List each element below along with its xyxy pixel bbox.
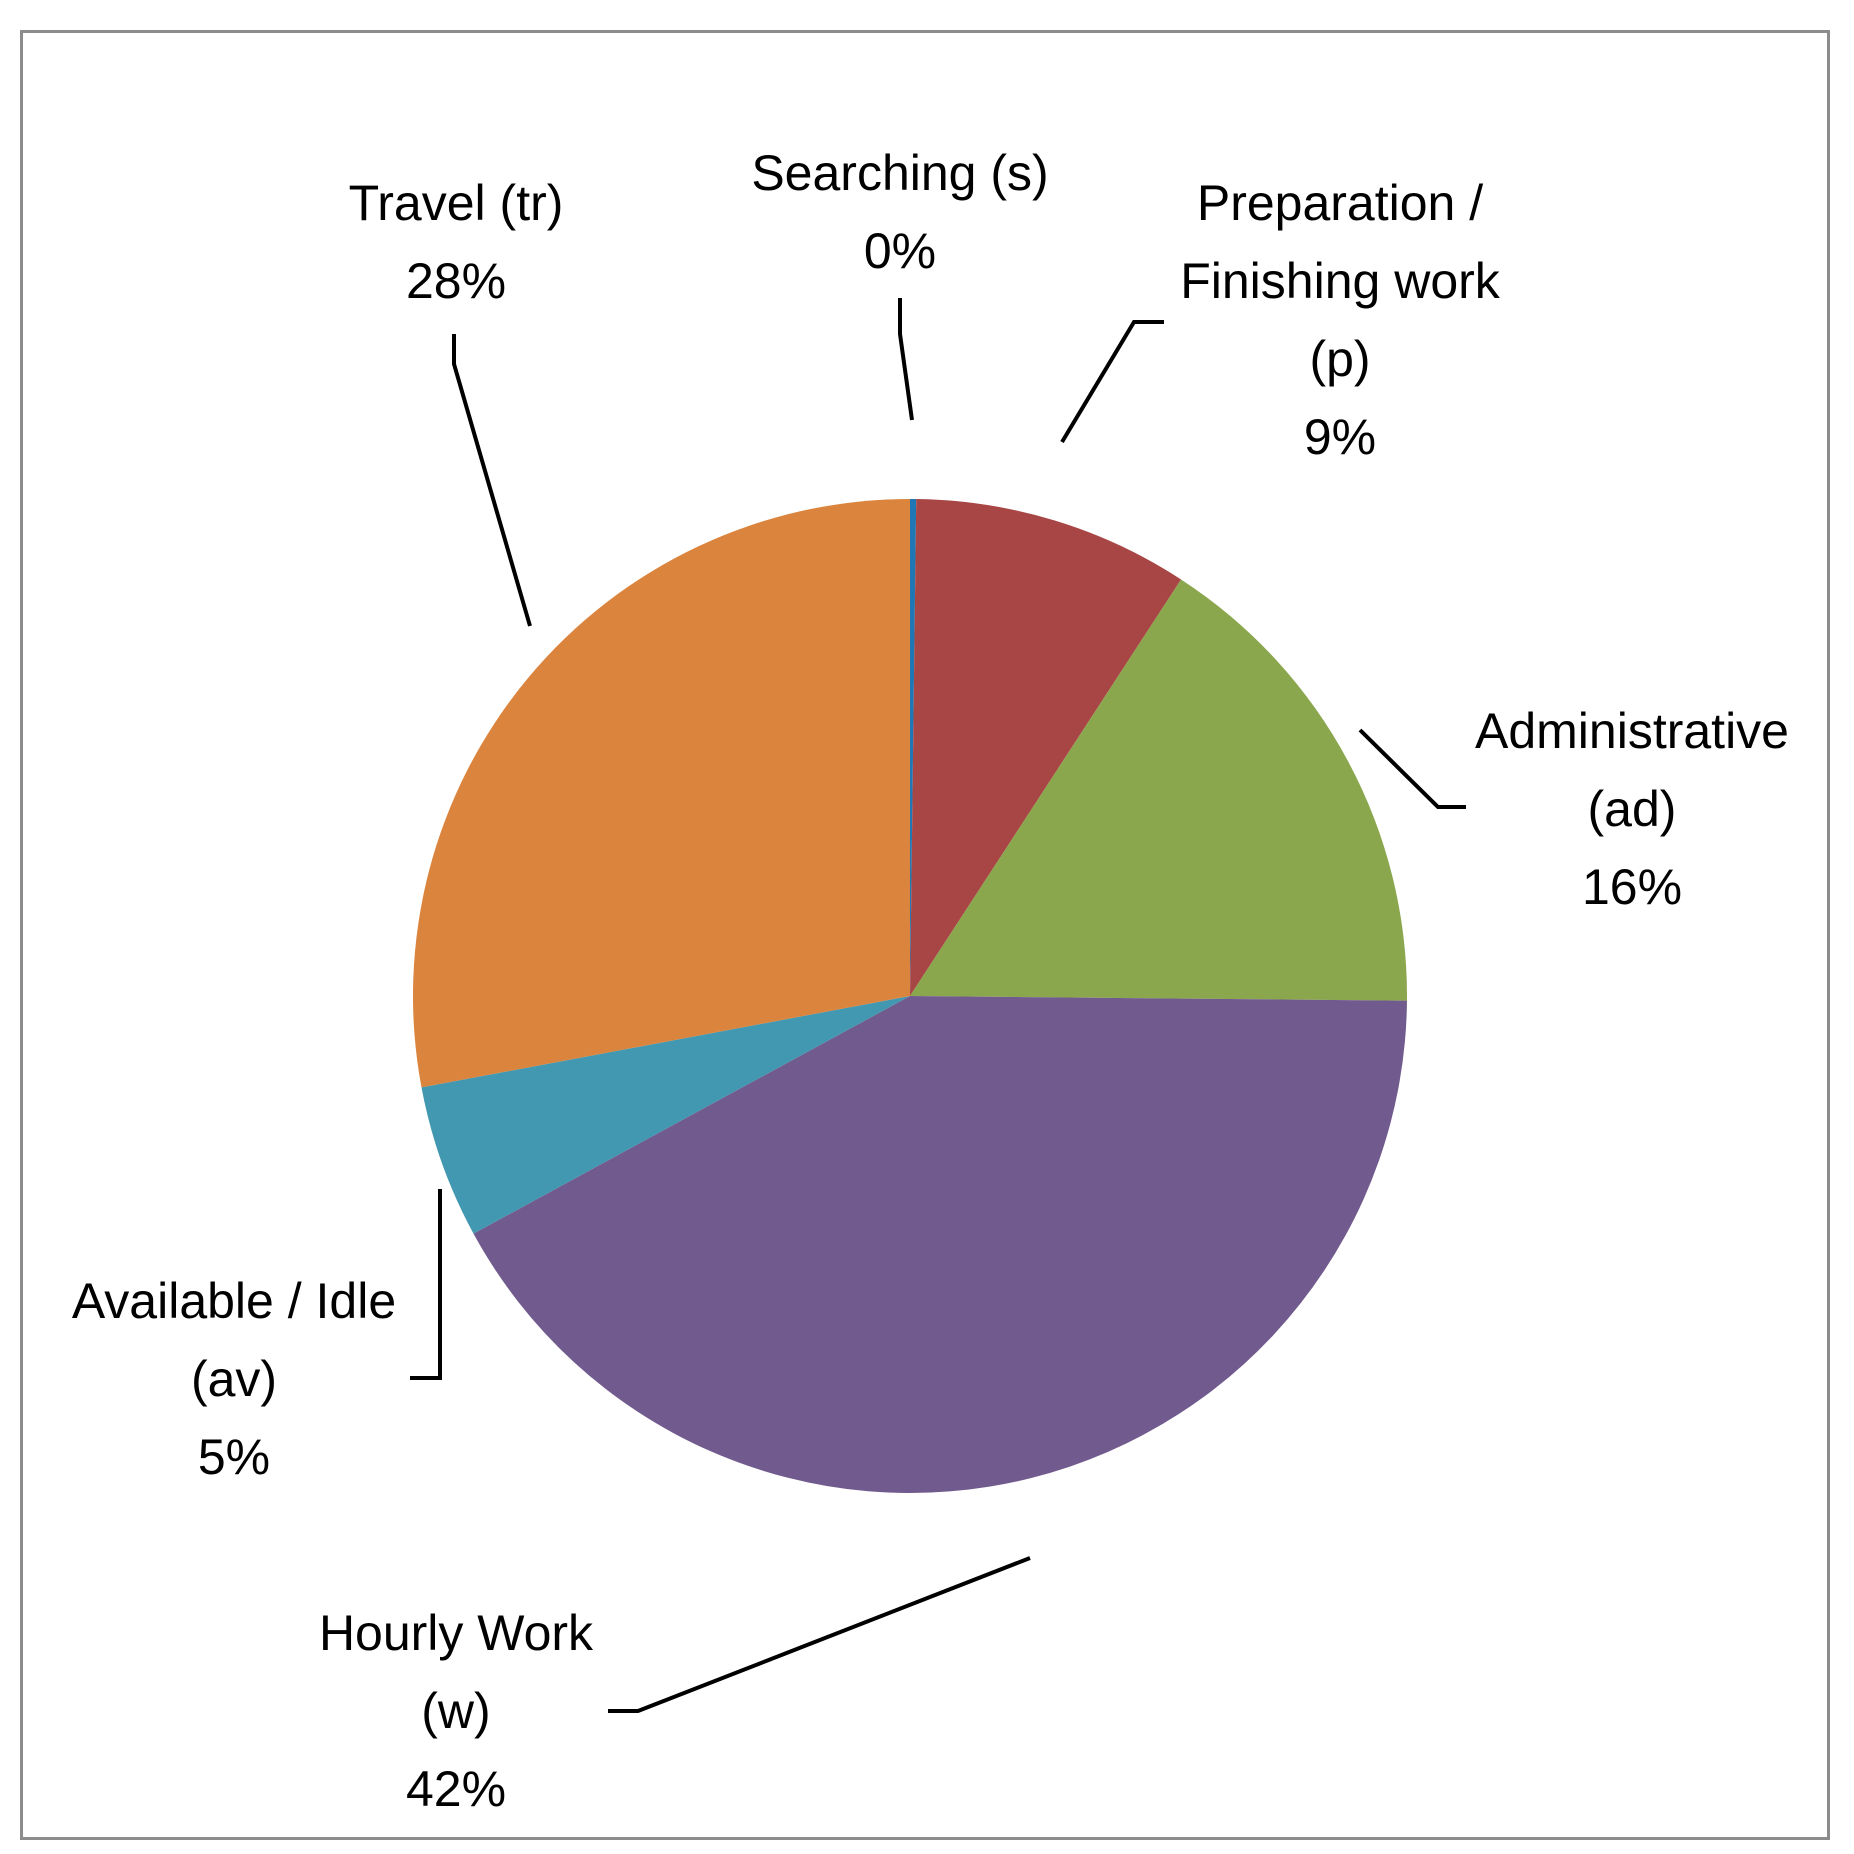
pie-slices (413, 499, 1408, 1494)
percent-label-tr: 28% (406, 253, 506, 309)
slice-labels: Searching (s) 0% Preparation / Finishing wo… (72, 145, 1789, 1817)
percent-label-s: 0% (864, 223, 936, 279)
slice-label-av: (av) (191, 1351, 277, 1407)
slice-label-p: Finishing work (1180, 253, 1501, 309)
slice-label-s: Searching (s) (751, 145, 1048, 201)
leader-line-av (410, 1189, 442, 1380)
leader-line-tr (452, 334, 532, 627)
pie-slice-s (910, 499, 917, 996)
pie-slice-ad (910, 579, 1408, 1001)
leader-line-ad (1358, 728, 1466, 809)
leader-line-w (608, 1556, 1031, 1713)
pie-slice-p (910, 499, 1182, 996)
percent-label-w: 42% (406, 1761, 506, 1817)
slice-label-ad: Administrative (1475, 703, 1789, 759)
percent-label-av: 5% (198, 1429, 270, 1485)
pie-slice-w (473, 996, 1407, 1494)
slice-label-av: Available / Idle (72, 1273, 396, 1329)
percent-label-p: 9% (1304, 409, 1376, 465)
slice-label-w: (w) (421, 1683, 490, 1739)
leader-line-p (1060, 320, 1164, 444)
slice-label-p: (p) (1309, 331, 1370, 387)
slice-label-ad: (ad) (1588, 781, 1677, 837)
percent-label-ad: 16% (1582, 859, 1682, 915)
slice-label-tr: Travel (tr) (349, 175, 564, 231)
slice-label-w: Hourly Work (319, 1605, 594, 1661)
pie-slice-av (421, 996, 910, 1234)
pie-slice-tr (413, 499, 910, 1088)
slice-label-p: Preparation / (1197, 175, 1483, 231)
leader-lines (410, 298, 1466, 1713)
leader-line-s (898, 298, 914, 421)
